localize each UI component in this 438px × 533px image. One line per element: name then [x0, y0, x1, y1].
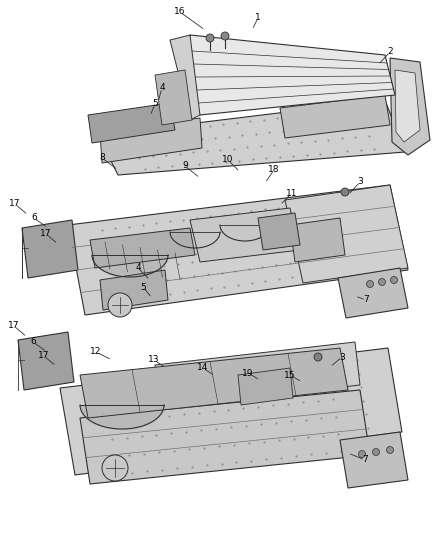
Text: 3: 3	[356, 177, 362, 187]
Text: 6: 6	[30, 337, 36, 346]
Text: 3: 3	[338, 352, 344, 361]
Text: 10: 10	[222, 156, 233, 165]
Polygon shape	[155, 342, 359, 408]
Circle shape	[340, 188, 348, 196]
Polygon shape	[258, 213, 299, 250]
Text: 5: 5	[140, 282, 145, 292]
Text: 18: 18	[268, 166, 279, 174]
Circle shape	[372, 448, 378, 456]
Circle shape	[313, 353, 321, 361]
Polygon shape	[98, 100, 404, 175]
Polygon shape	[22, 220, 78, 278]
Circle shape	[102, 455, 128, 481]
Polygon shape	[339, 432, 407, 488]
Polygon shape	[190, 208, 299, 262]
Text: 15: 15	[283, 370, 295, 379]
Text: 4: 4	[135, 263, 141, 272]
Text: 17: 17	[38, 351, 49, 360]
Text: 16: 16	[174, 7, 185, 17]
Polygon shape	[279, 95, 389, 138]
Polygon shape	[90, 228, 194, 268]
Text: 17: 17	[40, 230, 52, 238]
Text: 7: 7	[362, 295, 368, 304]
Polygon shape	[389, 58, 429, 155]
Polygon shape	[100, 270, 168, 310]
Polygon shape	[60, 348, 401, 475]
Text: 7: 7	[361, 456, 367, 464]
Polygon shape	[68, 185, 407, 315]
Circle shape	[385, 447, 392, 454]
Text: 6: 6	[31, 214, 37, 222]
Circle shape	[220, 32, 229, 40]
Text: 19: 19	[242, 368, 253, 377]
Text: 17: 17	[8, 321, 20, 330]
Text: 2: 2	[386, 47, 392, 56]
Polygon shape	[237, 368, 292, 405]
Polygon shape	[80, 348, 347, 418]
Polygon shape	[80, 390, 369, 484]
Circle shape	[390, 277, 396, 284]
Polygon shape	[18, 332, 74, 390]
Circle shape	[378, 279, 385, 286]
Text: 11: 11	[286, 189, 297, 198]
Polygon shape	[155, 70, 191, 125]
Text: 13: 13	[148, 356, 159, 365]
Text: 14: 14	[197, 364, 208, 373]
Polygon shape	[100, 118, 201, 163]
Text: 1: 1	[254, 13, 260, 22]
Text: 4: 4	[159, 84, 164, 93]
Circle shape	[205, 34, 213, 42]
Polygon shape	[337, 268, 407, 318]
Text: 9: 9	[182, 161, 187, 171]
Polygon shape	[170, 35, 200, 120]
Polygon shape	[394, 70, 419, 142]
Polygon shape	[284, 185, 407, 283]
Text: 5: 5	[152, 100, 158, 109]
Text: 17: 17	[9, 199, 21, 208]
Circle shape	[358, 450, 365, 457]
Circle shape	[366, 280, 373, 287]
Polygon shape	[88, 103, 175, 143]
Circle shape	[108, 293, 132, 317]
Text: 8: 8	[99, 154, 105, 163]
Polygon shape	[184, 35, 394, 115]
Polygon shape	[290, 218, 344, 262]
Text: 12: 12	[90, 348, 102, 357]
